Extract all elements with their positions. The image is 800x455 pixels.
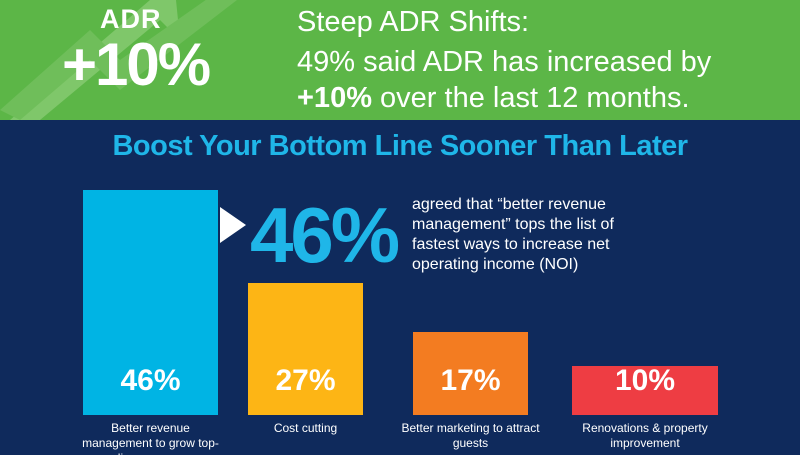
category-label: Renovations & property improvement — [582, 421, 708, 450]
callout-value: 46% — [250, 191, 400, 279]
callout-pointer — [220, 207, 246, 243]
bar — [572, 366, 718, 415]
pointer — [220, 207, 246, 243]
bar — [248, 282, 363, 415]
category-label: Better marketing to attract guests — [401, 421, 540, 450]
value-label: 10% — [614, 364, 676, 397]
category-label: Cost cutting — [273, 421, 338, 435]
text: over the last 12 months. — [371, 82, 690, 114]
chart-title: Boost Your Bottom Line Sooner Than Later — [112, 130, 688, 162]
value-label: 46% — [120, 364, 181, 397]
bold-figure: +10% — [297, 82, 372, 114]
arrow-shade — [0, 0, 237, 120]
bar — [413, 331, 528, 415]
banner: ADR +10% Steep ADR Shifts: 49% said ADR … — [0, 0, 800, 120]
badge-label: ADR — [100, 4, 162, 34]
value-label: 17% — [440, 364, 501, 397]
badge-value: +10% — [62, 31, 211, 98]
bar — [83, 189, 218, 415]
headline-line: +10% over the last 12 months. — [297, 82, 690, 115]
callout-text: agreed that “better revenue management” … — [412, 196, 614, 273]
category-label: Better revenue management to grow top-li… — [82, 421, 219, 455]
headline-line: 49% said ADR has increased by — [297, 46, 712, 78]
arrow-graphic — [0, 0, 237, 120]
value-label: 27% — [275, 364, 336, 397]
headline: Steep ADR Shifts: — [297, 6, 530, 38]
